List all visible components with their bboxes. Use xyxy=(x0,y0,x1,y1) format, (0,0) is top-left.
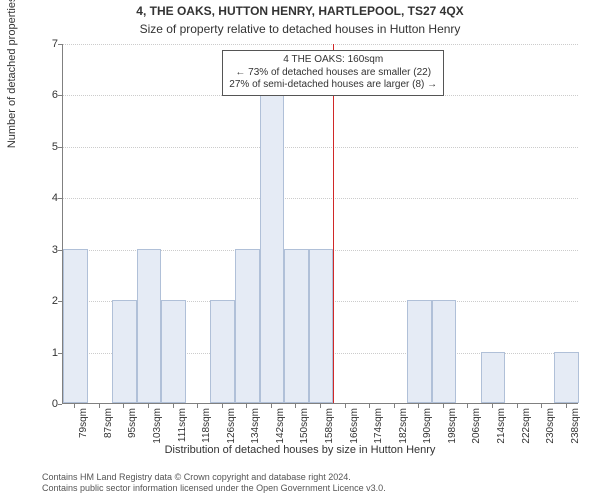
y-tick-mark xyxy=(58,147,62,148)
x-tick-mark xyxy=(148,404,149,408)
x-tick-label: 126sqm xyxy=(226,408,237,450)
y-tick-label: 1 xyxy=(44,347,58,359)
y-tick-label: 4 xyxy=(44,192,58,204)
x-tick-label: 150sqm xyxy=(299,408,310,450)
gridline xyxy=(63,198,578,199)
x-tick-label: 158sqm xyxy=(324,408,335,450)
x-tick-label: 174sqm xyxy=(373,408,384,450)
x-tick-mark xyxy=(517,404,518,408)
x-tick-mark xyxy=(74,404,75,408)
x-tick-label: 198sqm xyxy=(447,408,458,450)
x-tick-mark xyxy=(320,404,321,408)
x-tick-mark xyxy=(271,404,272,408)
y-tick-mark xyxy=(58,301,62,302)
x-tick-mark xyxy=(394,404,395,408)
annotation-line: ← 73% of detached houses are smaller (22… xyxy=(229,67,437,80)
x-tick-label: 222sqm xyxy=(521,408,532,450)
y-tick-mark xyxy=(58,44,62,45)
x-tick-label: 166sqm xyxy=(349,408,360,450)
x-tick-label: 79sqm xyxy=(78,408,89,450)
attribution-text: Contains HM Land Registry data © Crown c… xyxy=(42,472,386,494)
y-tick-label: 3 xyxy=(44,244,58,256)
y-tick-label: 2 xyxy=(44,295,58,307)
annotation-line: 27% of semi-detached houses are larger (… xyxy=(229,79,437,92)
y-tick-label: 7 xyxy=(44,38,58,50)
x-tick-mark xyxy=(197,404,198,408)
annotation-line: 4 THE OAKS: 160sqm xyxy=(229,54,437,67)
x-tick-label: 206sqm xyxy=(471,408,482,450)
chart-main-title: 4, THE OAKS, HUTTON HENRY, HARTLEPOOL, T… xyxy=(0,4,600,18)
x-tick-mark xyxy=(443,404,444,408)
x-tick-mark xyxy=(345,404,346,408)
histogram-bar xyxy=(137,249,162,403)
x-tick-label: 238sqm xyxy=(570,408,581,450)
histogram-bar xyxy=(260,94,285,403)
y-tick-mark xyxy=(58,250,62,251)
y-axis-label: Number of detached properties xyxy=(6,0,18,148)
x-tick-label: 95sqm xyxy=(127,408,138,450)
y-tick-label: 0 xyxy=(44,398,58,410)
x-tick-label: 87sqm xyxy=(103,408,114,450)
y-tick-label: 6 xyxy=(44,89,58,101)
x-tick-label: 142sqm xyxy=(275,408,286,450)
x-tick-mark xyxy=(492,404,493,408)
x-tick-mark xyxy=(173,404,174,408)
gridline xyxy=(63,95,578,96)
histogram-bar xyxy=(407,300,432,403)
y-tick-mark xyxy=(58,95,62,96)
x-tick-mark xyxy=(418,404,419,408)
gridline xyxy=(63,147,578,148)
x-tick-mark xyxy=(566,404,567,408)
histogram-bar xyxy=(309,249,334,403)
histogram-bar xyxy=(481,352,506,403)
x-tick-label: 230sqm xyxy=(545,408,556,450)
histogram-bar xyxy=(235,249,260,403)
histogram-bar xyxy=(63,249,88,403)
chart-plot-area: 4 THE OAKS: 160sqm← 73% of detached hous… xyxy=(62,44,578,404)
y-tick-mark xyxy=(58,198,62,199)
x-tick-label: 134sqm xyxy=(250,408,261,450)
x-tick-mark xyxy=(541,404,542,408)
attribution-line-2: Contains public sector information licen… xyxy=(42,483,386,494)
x-tick-label: 103sqm xyxy=(152,408,163,450)
x-tick-mark xyxy=(99,404,100,408)
x-tick-mark xyxy=(369,404,370,408)
x-tick-label: 118sqm xyxy=(201,408,212,450)
histogram-bar xyxy=(210,300,235,403)
histogram-bar xyxy=(554,352,579,403)
gridline xyxy=(63,44,578,45)
x-tick-label: 182sqm xyxy=(398,408,409,450)
x-tick-mark xyxy=(246,404,247,408)
y-tick-label: 5 xyxy=(44,141,58,153)
y-tick-mark xyxy=(58,404,62,405)
x-tick-mark xyxy=(295,404,296,408)
x-tick-mark xyxy=(467,404,468,408)
x-tick-label: 190sqm xyxy=(422,408,433,450)
subject-marker-line xyxy=(333,44,334,403)
x-tick-label: 111sqm xyxy=(177,408,188,450)
annotation-box: 4 THE OAKS: 160sqm← 73% of detached hous… xyxy=(222,50,444,96)
x-tick-mark xyxy=(123,404,124,408)
histogram-bar xyxy=(112,300,137,403)
y-tick-mark xyxy=(58,353,62,354)
x-tick-label: 214sqm xyxy=(496,408,507,450)
histogram-bar xyxy=(432,300,457,403)
chart-subtitle: Size of property relative to detached ho… xyxy=(0,22,600,36)
attribution-line-1: Contains HM Land Registry data © Crown c… xyxy=(42,472,386,483)
x-tick-mark xyxy=(222,404,223,408)
histogram-bar xyxy=(161,300,186,403)
histogram-bar xyxy=(284,249,309,403)
